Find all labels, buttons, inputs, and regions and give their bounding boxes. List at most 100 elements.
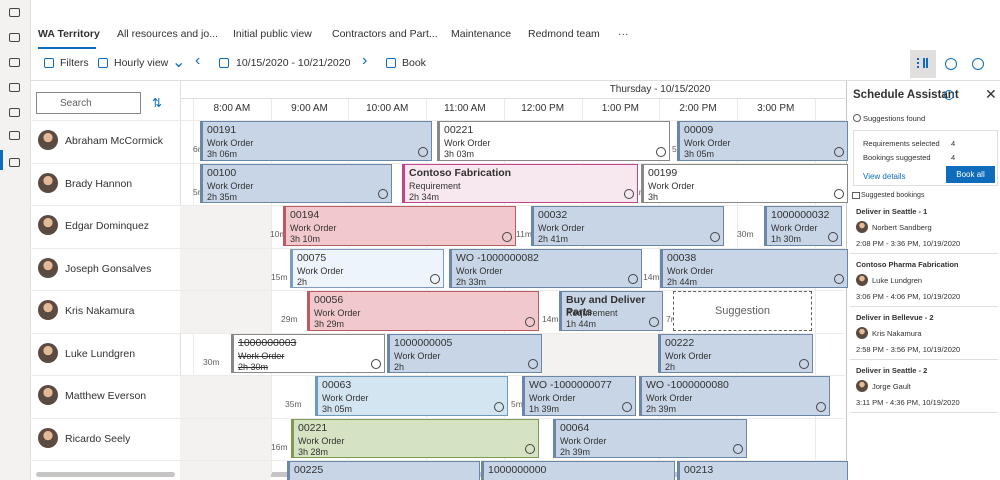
avatar <box>38 172 58 193</box>
booking-duration: 2h <box>665 361 676 372</box>
booking[interactable]: 00075 Work Order 2h <box>290 248 444 288</box>
tab[interactable]: WA Territory <box>38 28 100 40</box>
booking-type: Work Order <box>297 265 344 276</box>
book-all-button[interactable]: Book all <box>946 166 995 183</box>
hour-label: 9:00 AM <box>291 103 328 114</box>
booking[interactable]: 00056 Work Order 3h 29m <box>307 291 539 331</box>
non-working <box>180 460 271 480</box>
hour-label: 11:00 AM <box>444 103 486 114</box>
booking-duration: 2h <box>297 276 308 287</box>
booking[interactable]: 00100 Work Order 2h 35m <box>200 163 392 203</box>
chevron: ‹ <box>195 52 201 69</box>
avatar <box>38 257 58 278</box>
tab[interactable]: Maintenance <box>451 28 512 40</box>
booking[interactable]: 00221 Work Order 3h 03m <box>437 121 670 161</box>
booking-id: 00056 <box>314 294 344 306</box>
booking[interactable]: 00038 Work Order 2h 44m <box>660 248 848 288</box>
booking[interactable]: 00032 Work Order 2h 41m <box>531 206 724 246</box>
booking-duration: 1h 44m <box>566 319 597 329</box>
booking[interactable]: 00191 Work Order 3h 06m <box>200 121 432 161</box>
view-details[interactable]: View details <box>863 172 906 181</box>
booking-id: 00221 <box>444 124 474 136</box>
booking-id: WO -1000000082 <box>456 251 539 264</box>
info-icon[interactable] <box>944 90 954 100</box>
booking[interactable]: 1000000000 <box>481 461 675 480</box>
booking[interactable]: Buy and Deliver Parts Requirement 1h 44m <box>559 291 663 331</box>
status-icon <box>528 359 538 369</box>
booking[interactable]: 1000000005 Work Order 2h <box>387 333 542 373</box>
tab[interactable]: ··· <box>618 28 629 40</box>
scrollbar[interactable] <box>36 472 175 477</box>
resource-name: Abraham McCormick <box>65 135 164 147</box>
status-icon <box>624 189 634 199</box>
status-icon <box>834 189 844 199</box>
sort-icon[interactable]: ⇅ <box>152 96 163 110</box>
status-icon <box>378 189 388 199</box>
booking[interactable]: 00064 Work Order 2h 39m <box>553 418 747 458</box>
booking-type: Work Order <box>665 350 712 361</box>
resource-name: Brady Hannon <box>65 177 133 190</box>
booking[interactable]: 1000000003 Work Order 2h 30m <box>231 333 385 373</box>
row-line <box>30 332 845 334</box>
tool-icon <box>972 58 984 70</box>
hour-label: 1:00 PM <box>601 103 639 114</box>
booking[interactable]: WO -1000000082 Work Order 2h 33m <box>449 248 642 288</box>
booking-duration: 2h 34m <box>409 191 440 202</box>
toolbar-button[interactable]: 10/15/2020 - 10/21/2020 <box>236 57 351 69</box>
tab[interactable]: Contractors and Part... <box>332 28 438 40</box>
resource-name: Luke Lundgren <box>65 347 136 360</box>
avatar <box>38 130 58 150</box>
hour-line <box>270 99 272 474</box>
toolbar-button[interactable]: Hourly view <box>114 57 169 69</box>
booking[interactable]: 00009 Work Order 3h 05m <box>677 121 848 161</box>
suggestion-title: Contoso Pharma Fabrication <box>856 260 959 269</box>
divider <box>30 80 1000 81</box>
status-icon <box>430 274 440 284</box>
row-line <box>30 460 845 461</box>
suggestion-person: Norbert Sandberg <box>872 223 932 232</box>
booking-type: Work Order <box>560 435 607 446</box>
status-icon <box>649 316 659 327</box>
hour-label: 8:00 AM <box>213 103 251 114</box>
booking[interactable]: 00194 Work Order 3h 10m <box>283 206 516 246</box>
status-icon <box>371 359 381 369</box>
resource-name: Matthew Everson <box>65 390 147 402</box>
avatar <box>856 327 868 339</box>
booking-duration: 2h 39m <box>560 446 591 457</box>
search-box[interactable] <box>36 92 141 114</box>
booking[interactable]: 00222 Work Order 2h <box>658 333 813 373</box>
status-icon <box>834 274 844 284</box>
booking[interactable]: 00225 <box>287 461 480 480</box>
toolbar-icon <box>44 58 54 68</box>
travel-time: 15m <box>271 271 288 282</box>
status-icon <box>418 146 428 157</box>
booking[interactable]: WO -1000000077 Work Order 1h 39m <box>522 376 636 416</box>
toolbar-button[interactable]: Book <box>402 57 426 69</box>
separator <box>850 306 998 307</box>
tab[interactable]: Redmond team <box>528 28 600 40</box>
booking-duration: 2h 39m <box>646 404 677 414</box>
booking[interactable]: Suggestion <box>673 291 812 331</box>
booking[interactable]: WO -1000000080 Work Order 2h 39m <box>639 376 830 416</box>
booking[interactable]: 00213 <box>677 461 848 480</box>
avatar <box>38 427 58 448</box>
status-icon <box>816 401 826 412</box>
list-icon <box>852 192 860 199</box>
booking[interactable]: 00063 Work Order 3h 05m <box>315 376 508 416</box>
booking-type: Work Order <box>646 393 693 403</box>
booking-duration: 2h 33m <box>456 276 487 287</box>
status-icon <box>733 444 743 454</box>
booking[interactable]: 1000000032 Work Order 1h 30m <box>764 206 842 246</box>
toolbar-icon <box>219 58 229 68</box>
booking[interactable]: 00221 Work Order 3h 28m <box>291 418 539 458</box>
day-header: Thursday - 10/15/2020 <box>609 84 711 95</box>
close-icon[interactable]: ✕ <box>985 86 997 102</box>
booking-type: Work Order <box>238 350 285 361</box>
tab[interactable]: Initial public view <box>233 28 312 40</box>
toolbar-button[interactable]: Filters <box>60 57 89 69</box>
booking-type: Work Order <box>394 350 441 361</box>
tab[interactable]: All resources and jo... <box>117 28 218 40</box>
booking[interactable]: 00199 Work Order 3h <box>641 163 848 203</box>
booking[interactable]: Contoso Fabrication Requirement 2h 34m <box>402 163 638 203</box>
